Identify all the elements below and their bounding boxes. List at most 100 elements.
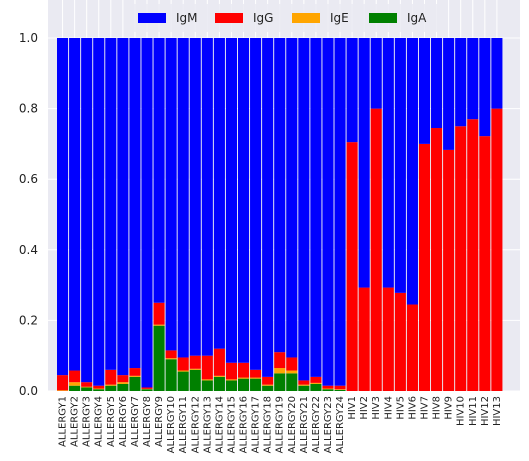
- bar-igg-allergy16: [237, 362, 250, 378]
- bar-igg-allergy3: [81, 382, 93, 387]
- bar-ige-allergy3: [81, 386, 93, 388]
- bar-igg-allergy13: [201, 355, 213, 380]
- bar-igm-allergy18: [262, 38, 274, 377]
- bar-iga-allergy16: [237, 378, 250, 391]
- legend-box: [127, 4, 447, 32]
- x-tick-label: HIV8: [432, 396, 443, 420]
- x-tick-label: HIV1: [347, 396, 358, 420]
- bar-iga-allergy11: [177, 371, 189, 391]
- legend-swatch-igm: [138, 13, 166, 23]
- x-tick-label: ALLERGY13: [202, 396, 213, 453]
- bar-iga-allergy24: [334, 389, 346, 391]
- bar-igm-hiv9: [443, 38, 455, 150]
- bar-ige-allergy15: [225, 379, 238, 381]
- bar-igm-allergy14: [213, 38, 225, 349]
- bar-igm-hiv1: [346, 38, 358, 143]
- bar-iga-allergy12: [189, 369, 201, 391]
- bar-iga-allergy7: [129, 376, 141, 391]
- bar-ige-allergy18: [262, 384, 274, 386]
- bar-igm-allergy20: [286, 38, 298, 358]
- legend-label-igg: IgG: [253, 11, 273, 25]
- bar-iga-allergy19: [274, 373, 286, 391]
- bar-igg-allergy14: [213, 348, 225, 376]
- x-tick-label: ALLERGY24: [335, 396, 346, 453]
- bar-igg-hiv4: [382, 287, 394, 391]
- bar-igm-allergy6: [117, 38, 129, 376]
- y-tick-labels: 0.0 0.2 0.4 0.6 0.8 1.0: [19, 31, 38, 398]
- bar-igm-allergy22: [310, 38, 322, 377]
- bar-igm-allergy9: [153, 38, 165, 303]
- x-tick-label: ALLERGY18: [263, 396, 274, 453]
- x-tick-label: ALLERGY16: [239, 396, 250, 453]
- bar-igm-allergy21: [298, 38, 310, 381]
- bar-igm-allergy16: [237, 38, 250, 363]
- bar-ige-allergy21: [298, 384, 310, 386]
- bar-ige-allergy11: [177, 370, 189, 372]
- legend-swatch-igg: [215, 13, 243, 23]
- bar-iga-allergy5: [105, 385, 117, 391]
- bar-ige-allergy1: [57, 390, 69, 391]
- bar-igg-allergy19: [274, 352, 286, 369]
- y-tick-label: 0.6: [19, 172, 38, 186]
- bar-ige-allergy20: [286, 370, 298, 374]
- bar-igm-hiv10: [455, 38, 467, 127]
- bar-igg-hiv8: [431, 128, 443, 391]
- bar-igg-hiv11: [467, 119, 479, 391]
- x-tick-label: ALLERGY3: [82, 396, 93, 447]
- x-tick-label: ALLERGY21: [299, 396, 310, 453]
- bar-igm-hiv6: [406, 38, 418, 305]
- bar-iga-allergy10: [165, 359, 177, 391]
- bar-iga-allergy8: [141, 389, 153, 391]
- bar-igm-allergy2: [69, 38, 81, 371]
- bar-igg-allergy9: [153, 302, 165, 325]
- bar-igg-allergy17: [250, 369, 262, 378]
- bar-iga-allergy2: [69, 385, 81, 391]
- bar-ige-allergy14: [213, 375, 225, 377]
- bar-igg-allergy18: [262, 376, 274, 385]
- legend: IgM IgG IgE IgA: [127, 4, 447, 32]
- bar-igg-allergy23: [322, 385, 334, 389]
- bar-ige-allergy13: [201, 379, 213, 381]
- legend-label-ige: IgE: [330, 11, 349, 25]
- x-tick-label: HIV9: [444, 396, 455, 420]
- bar-igm-hiv7: [418, 38, 431, 144]
- bar-igm-allergy5: [105, 38, 117, 370]
- y-tick-label: 0.4: [19, 243, 38, 257]
- x-tick-label: ALLERGY5: [106, 396, 117, 447]
- x-tick-label: HIV10: [456, 396, 467, 426]
- bar-igm-allergy3: [81, 38, 93, 383]
- bar-iga-allergy23: [322, 389, 334, 391]
- y-tick-label: 0.2: [19, 313, 38, 327]
- bar-iga-allergy21: [298, 385, 310, 391]
- bar-ige-allergy6: [117, 382, 129, 384]
- bar-ige-allergy5: [105, 384, 117, 386]
- bar-igm-hiv13: [491, 38, 503, 109]
- bar-igg-allergy20: [286, 357, 298, 371]
- bar-igg-allergy21: [298, 380, 310, 385]
- bar-ige-allergy12: [189, 368, 201, 370]
- bar-iga-allergy6: [117, 383, 129, 391]
- bar-iga-allergy15: [225, 380, 238, 391]
- x-tick-label: ALLERGY20: [287, 396, 298, 453]
- x-tick-label: HIV7: [419, 396, 430, 420]
- bar-iga-allergy18: [262, 385, 274, 391]
- x-tick-label: ALLERGY22: [311, 396, 322, 453]
- x-tick-label: ALLERGY9: [154, 396, 165, 447]
- bar-igg-hiv7: [418, 143, 431, 391]
- x-tick-label: HIV13: [492, 396, 503, 426]
- bar-igg-allergy5: [105, 369, 117, 385]
- bar-igm-hiv8: [431, 38, 443, 129]
- legend-label-iga: IgA: [407, 11, 427, 25]
- bar-igm-allergy1: [57, 38, 69, 376]
- y-tick-label: 0.0: [19, 384, 38, 398]
- bar-igg-allergy6: [117, 375, 129, 383]
- bar-iga-allergy13: [201, 380, 213, 391]
- x-tick-label: ALLERGY2: [70, 396, 81, 447]
- bar-igm-hiv12: [479, 38, 491, 137]
- bar-igm-hiv2: [358, 38, 370, 288]
- bar-igm-allergy13: [201, 38, 213, 356]
- x-tick-labels: ALLERGY1 ALLERGY2 ALLERGY3 ALLERGY4 ALLERGY5…: [58, 396, 503, 453]
- x-tick-label: HIV6: [407, 396, 418, 420]
